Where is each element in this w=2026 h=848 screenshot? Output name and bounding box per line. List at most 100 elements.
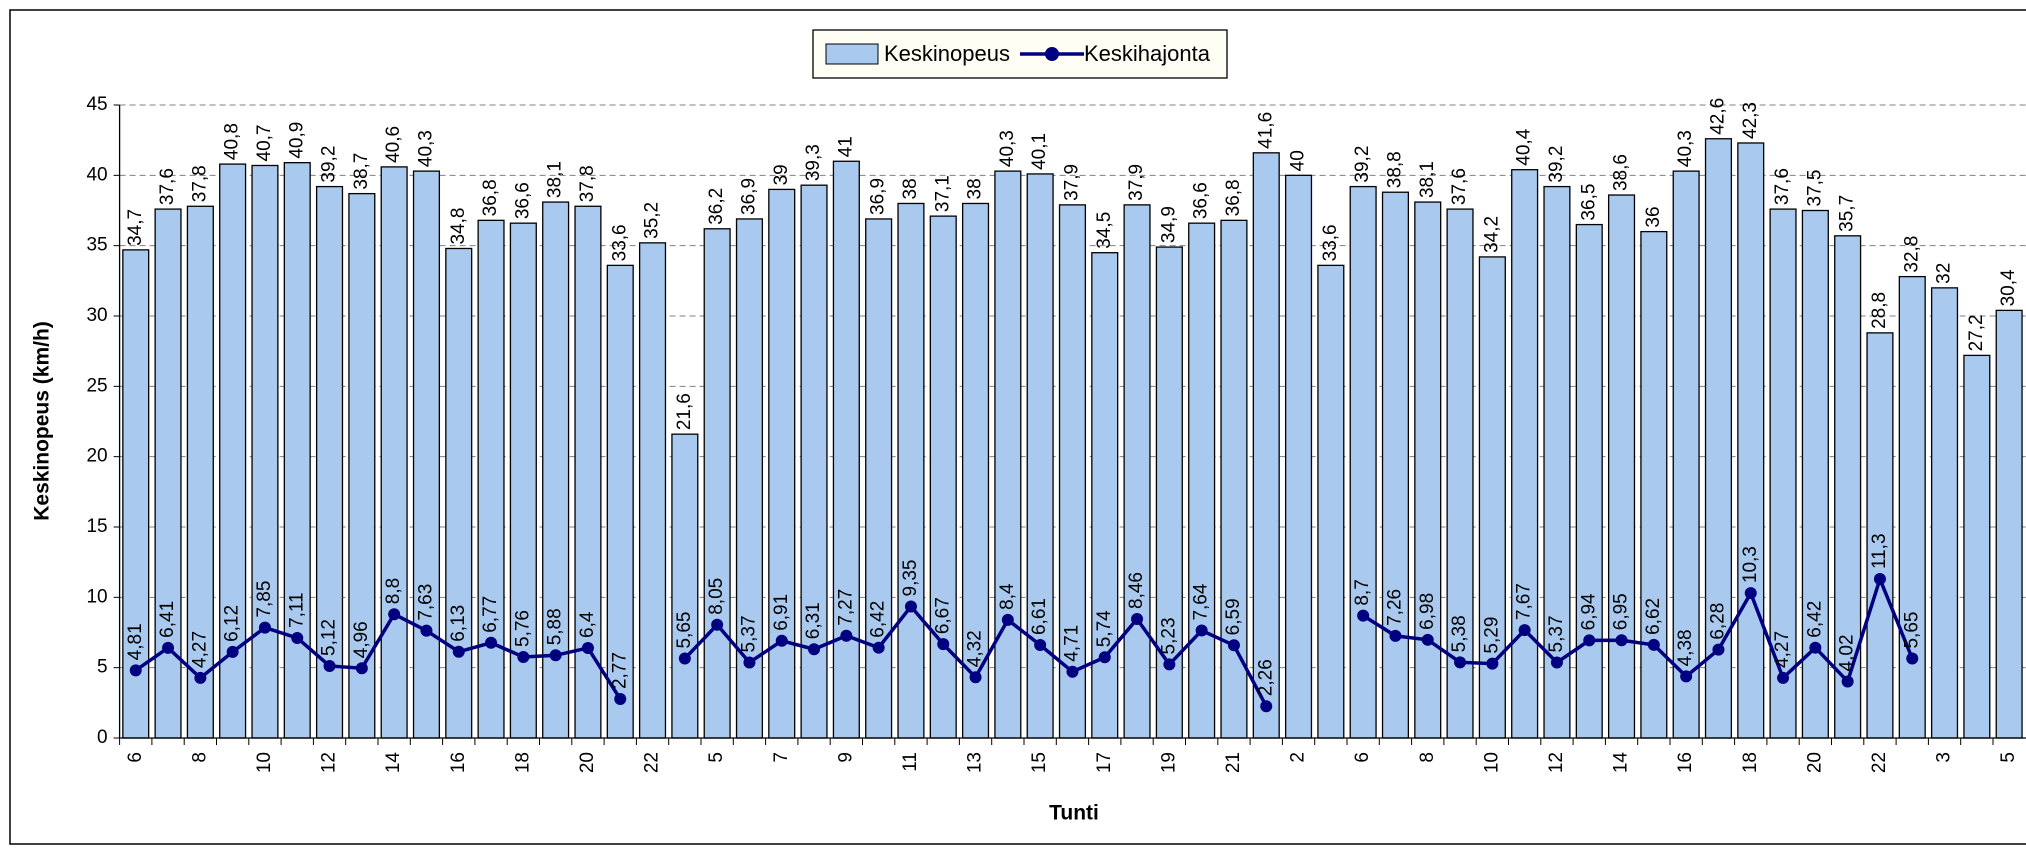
- bar-value-label: 38,1: [545, 161, 566, 198]
- line-marker: [194, 671, 207, 684]
- line-marker: [485, 636, 498, 649]
- line-value-label: 4,02: [1837, 634, 1858, 671]
- bar-value-label: 39: [771, 164, 792, 185]
- line-value-label: 7,64: [1191, 583, 1212, 620]
- line-marker: [1260, 700, 1273, 713]
- line-marker: [549, 649, 562, 662]
- x-tick-label: 19: [1158, 752, 1179, 773]
- x-axis-title: Tunti: [1049, 802, 1099, 825]
- y-tick-label: 25: [86, 375, 107, 396]
- bar: [1575, 223, 1603, 739]
- x-tick-label: 6: [125, 752, 146, 763]
- line-marker: [420, 624, 433, 637]
- line-marker: [1550, 656, 1563, 669]
- line-marker: [226, 645, 239, 658]
- line-value-label: 4,81: [125, 623, 146, 660]
- line-value-label: 6,77: [480, 596, 501, 633]
- line-value-label: 6,59: [1223, 598, 1244, 635]
- bar: [122, 249, 150, 739]
- bar: [1381, 191, 1410, 739]
- line-value-label: 6,94: [1578, 593, 1599, 630]
- line-value-label: 7,63: [415, 584, 436, 621]
- line-value-label: 6,41: [157, 601, 178, 638]
- line-marker: [129, 664, 142, 677]
- bar-value-label: 36,8: [480, 179, 501, 216]
- x-tick-label: 9: [835, 752, 856, 763]
- bar-value-label: 41,6: [1255, 112, 1276, 149]
- line-marker: [581, 641, 594, 654]
- bar-value-label: 34,5: [1094, 212, 1115, 249]
- line-value-label: 6,95: [1611, 593, 1632, 630]
- line-value-label: 2,26: [1255, 659, 1276, 696]
- line-marker: [904, 600, 917, 613]
- bar-value-label: 37,1: [932, 175, 953, 212]
- bar-value-label: 32: [1934, 263, 1955, 284]
- line-marker: [1001, 613, 1014, 626]
- line-marker: [711, 618, 724, 631]
- line-value-label: 5,12: [319, 619, 340, 656]
- bar-value-label: 36,6: [512, 182, 533, 219]
- bar-value-label: 39,2: [1352, 146, 1373, 183]
- x-tick-label: 18: [512, 752, 533, 773]
- bar-value-label: 37,8: [189, 165, 210, 202]
- bar: [1317, 264, 1345, 739]
- bar-value-label: 37,9: [1061, 164, 1082, 201]
- line-value-label: 7,67: [1514, 583, 1535, 620]
- bar-value-label: 40,3: [415, 130, 436, 167]
- line-marker: [808, 643, 821, 656]
- line-value-label: 4,96: [351, 621, 372, 658]
- bar-value-label: 40,3: [997, 130, 1018, 167]
- x-tick-label: 14: [1611, 752, 1632, 774]
- line-marker: [614, 693, 627, 706]
- bar-value-label: 37,6: [1772, 168, 1793, 205]
- line-value-label: 6,91: [771, 594, 792, 631]
- bar: [703, 228, 731, 739]
- bar: [1220, 219, 1248, 739]
- bar-value-label: 38,1: [1417, 161, 1438, 198]
- bar: [1414, 201, 1442, 739]
- line-value-label: 5,37: [738, 615, 759, 652]
- line-marker: [291, 631, 304, 644]
- line-marker: [1486, 657, 1499, 670]
- bar: [994, 170, 1022, 739]
- bar-value-label: 38: [900, 178, 921, 199]
- y-tick-label: 45: [86, 94, 107, 115]
- bar-value-label: 21,6: [674, 393, 695, 430]
- bar-value-label: 28,8: [1869, 292, 1890, 329]
- bar-value-label: 42,6: [1707, 98, 1728, 135]
- y-tick-label: 5: [97, 657, 108, 678]
- bar: [251, 164, 279, 739]
- bar-value-label: 38,7: [351, 153, 372, 190]
- x-tick-label: 21: [1223, 752, 1244, 773]
- bar: [1284, 174, 1313, 739]
- bar-value-label: 36,8: [1223, 179, 1244, 216]
- bar-value-label: 36,9: [738, 178, 759, 215]
- line-marker: [323, 659, 336, 672]
- bar-value-label: 33,6: [1320, 224, 1341, 261]
- bar-value-label: 39,3: [803, 144, 824, 181]
- line-value-label: 5,76: [512, 610, 533, 647]
- line-value-label: 8,7: [1352, 579, 1373, 605]
- x-tick-label: 15: [1029, 752, 1050, 773]
- bar: [1446, 208, 1474, 739]
- line-marker: [775, 634, 788, 647]
- bar: [1349, 185, 1377, 739]
- bar: [1769, 208, 1797, 739]
- line-marker: [872, 641, 885, 654]
- line-value-label: 5,88: [545, 608, 566, 645]
- line-value-label: 4,71: [1061, 625, 1082, 662]
- bar: [380, 166, 408, 739]
- legend-swatch: [825, 43, 879, 65]
- line-value-label: 5,29: [1481, 617, 1502, 654]
- bar-value-label: 35,2: [642, 202, 663, 239]
- line-marker: [1098, 651, 1111, 664]
- bar: [929, 215, 957, 739]
- line-marker: [1357, 609, 1370, 622]
- legend-swatch-marker: [1044, 47, 1059, 61]
- bar: [283, 162, 311, 739]
- x-tick-label: 5: [706, 752, 727, 763]
- line-marker: [1195, 624, 1208, 637]
- bar: [768, 188, 796, 739]
- line-marker: [1841, 675, 1854, 688]
- line-value-label: 2,77: [609, 652, 630, 689]
